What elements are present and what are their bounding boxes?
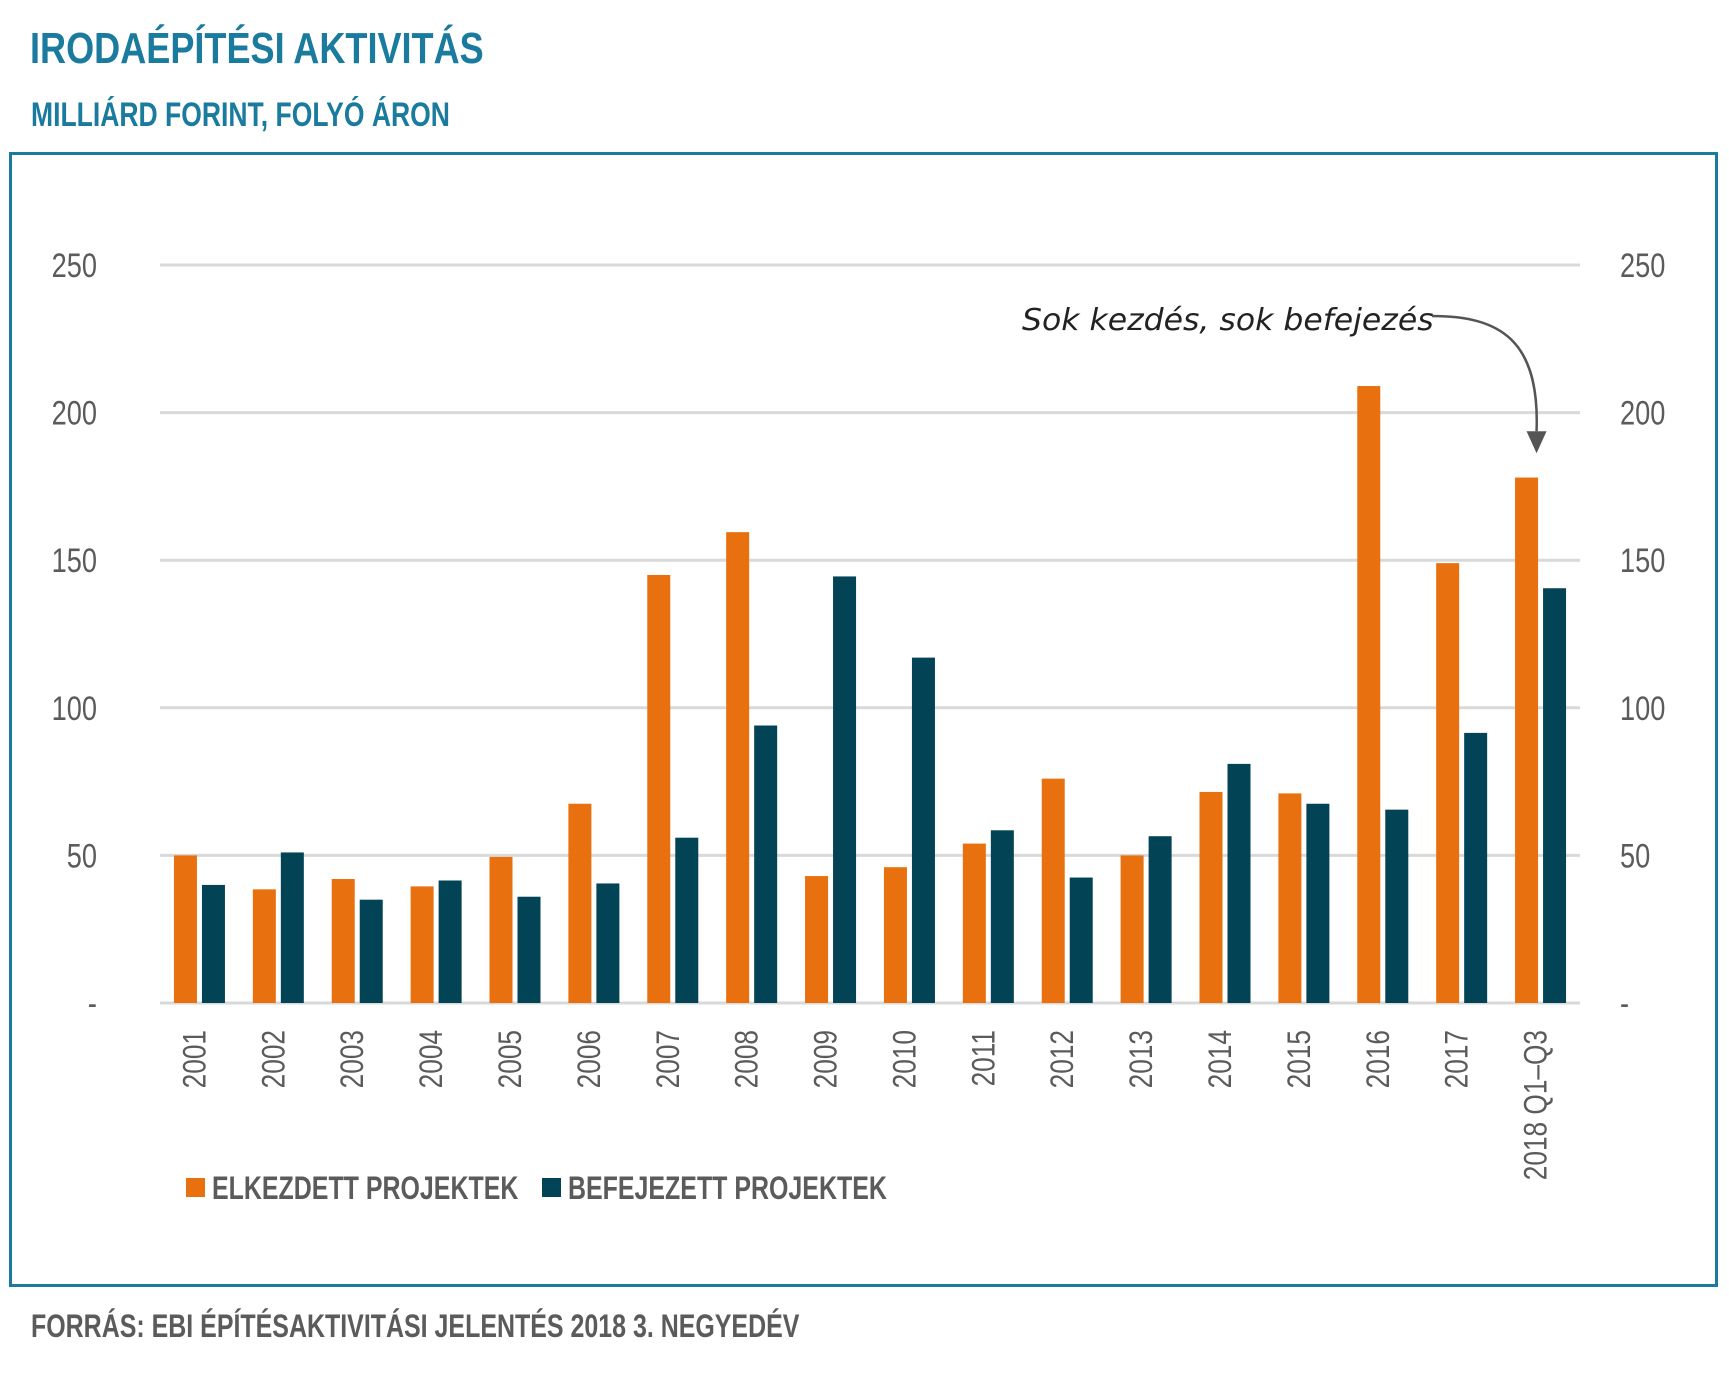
y-tick-right-100: 100 — [1620, 689, 1665, 728]
chart-title: IRODAÉPÍTÉSI AKTIVITÁS — [30, 24, 484, 73]
annotation-arrow-line — [1431, 314, 1538, 432]
bar-completed-2006 — [596, 883, 620, 1003]
bar-completed-2016 — [1385, 809, 1409, 1003]
y-tick-right-50: 50 — [1620, 836, 1650, 875]
y-tick-right-150: 150 — [1620, 541, 1665, 580]
bar-started-2008 — [726, 532, 750, 1003]
bar-completed-2008 — [754, 725, 778, 1003]
bar-completed-2009 — [833, 576, 857, 1003]
annotation: Sok kezdés, sok befejezés — [1022, 303, 1547, 454]
legend: ELKEZDETT PROJEKTEK BEFEJEZETT PROJEKTEK — [186, 1171, 887, 1207]
x-tick-2018-Q1-Q3: 2018 Q1–Q3 — [1519, 1030, 1554, 1180]
legend-swatch-completed — [542, 1178, 561, 1197]
bar-started-2004 — [410, 886, 434, 1003]
x-tick-2009: 2009 — [809, 1030, 844, 1088]
bar-completed-2014 — [1227, 763, 1251, 1003]
bar-started-2015 — [1278, 793, 1302, 1003]
annotation-arrow-head — [1526, 431, 1547, 454]
bar-completed-2005 — [517, 896, 541, 1003]
x-tick-2010: 2010 — [888, 1030, 923, 1088]
y-tick-left-0: - — [88, 984, 97, 1023]
bar-started-2002 — [252, 889, 276, 1003]
bar-started-2013 — [1120, 855, 1144, 1003]
x-tick-2017: 2017 — [1440, 1030, 1475, 1088]
gridlines — [160, 263, 1580, 1005]
bar-started-2016 — [1357, 386, 1381, 1004]
y-tick-left-150: 150 — [52, 541, 97, 580]
x-tick-2005: 2005 — [494, 1030, 529, 1088]
bar-completed-2001 — [201, 884, 225, 1003]
bar-completed-2018-Q1-Q3 — [1543, 588, 1567, 1003]
chart-frame — [9, 152, 1718, 1287]
y-tick-right-0: - — [1620, 984, 1629, 1023]
x-tick-2015: 2015 — [1283, 1030, 1318, 1088]
legend-swatch-started — [186, 1178, 205, 1197]
y-tick-left-200: 200 — [52, 394, 97, 433]
bar-completed-2013 — [1148, 836, 1172, 1003]
bar-started-2005 — [489, 856, 513, 1003]
bar-started-2009 — [805, 876, 829, 1003]
bar-completed-2002 — [280, 852, 304, 1003]
x-tick-2012: 2012 — [1046, 1030, 1081, 1088]
bar-completed-2004 — [438, 880, 462, 1003]
bar-started-2001 — [173, 855, 197, 1003]
x-tick-2001: 2001 — [178, 1030, 213, 1088]
x-tick-2007: 2007 — [651, 1030, 686, 1088]
bar-started-2010 — [883, 867, 907, 1003]
legend-label-started: ELKEZDETT PROJEKTEK — [212, 1171, 519, 1207]
bar-started-2007 — [647, 574, 671, 1003]
y-tick-left-50: 50 — [67, 836, 97, 875]
x-tick-2003: 2003 — [336, 1030, 371, 1088]
x-tick-2006: 2006 — [573, 1030, 608, 1088]
x-tick-2011: 2011 — [967, 1030, 1002, 1086]
y-axis-left: - 50 100 150 200 250 — [52, 246, 97, 1023]
source-note: FORRÁS: EBI ÉPÍTÉSAKTIVITÁSI JELENTÉS 20… — [31, 1308, 800, 1344]
x-tick-2014: 2014 — [1204, 1030, 1239, 1088]
bar-completed-2010 — [911, 657, 935, 1003]
annotation-text: Sok kezdés, sok befejezés — [1022, 303, 1434, 338]
bar-started-2006 — [568, 803, 592, 1003]
y-tick-left-100: 100 — [52, 689, 97, 728]
y-tick-right-200: 200 — [1620, 394, 1665, 433]
chart-subtitle: MILLIÁRD FORINT, FOLYÓ ÁRON — [31, 96, 450, 134]
bar-started-2017 — [1436, 563, 1460, 1003]
bar-completed-2011 — [990, 830, 1014, 1003]
x-tick-2004: 2004 — [415, 1030, 450, 1088]
bar-completed-2003 — [359, 899, 383, 1003]
y-axis-right: - 50 100 150 200 250 — [1620, 246, 1665, 1023]
x-tick-2002: 2002 — [257, 1030, 292, 1088]
x-tick-2013: 2013 — [1125, 1030, 1160, 1088]
bar-started-2018-Q1-Q3 — [1515, 477, 1539, 1003]
bar-completed-2007 — [675, 837, 699, 1003]
legend-label-completed: BEFEJEZETT PROJEKTEK — [568, 1171, 887, 1207]
bar-started-2003 — [331, 879, 355, 1003]
bar-completed-2017 — [1464, 732, 1488, 1003]
bar-started-2011 — [962, 843, 986, 1003]
bar-started-2014 — [1199, 791, 1223, 1003]
x-tick-2016: 2016 — [1361, 1030, 1396, 1088]
bar-completed-2012 — [1069, 877, 1093, 1003]
x-axis-labels: 2001 2002 2003 2004 2005 2006 2007 2008 2009 2010… — [178, 1030, 1554, 1180]
bar-completed-2015 — [1306, 803, 1330, 1003]
bars — [173, 386, 1567, 1004]
bar-started-2012 — [1041, 778, 1065, 1003]
x-tick-2008: 2008 — [730, 1030, 765, 1088]
y-tick-right-250: 250 — [1620, 246, 1665, 285]
y-tick-left-250: 250 — [52, 246, 97, 285]
